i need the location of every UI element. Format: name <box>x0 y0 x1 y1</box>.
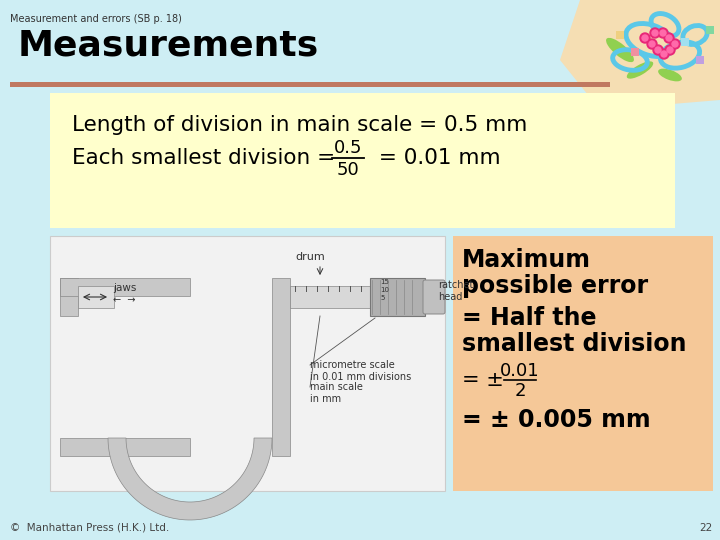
Text: 0.5: 0.5 <box>334 139 362 157</box>
Circle shape <box>661 51 667 57</box>
Circle shape <box>655 47 661 53</box>
FancyBboxPatch shape <box>50 236 445 491</box>
Circle shape <box>647 39 657 49</box>
Circle shape <box>650 28 660 38</box>
FancyBboxPatch shape <box>453 236 713 491</box>
FancyBboxPatch shape <box>631 48 639 56</box>
FancyBboxPatch shape <box>696 56 704 64</box>
Circle shape <box>640 33 650 43</box>
Text: micrometre scale
in 0.01 mm divisions: micrometre scale in 0.01 mm divisions <box>310 360 411 382</box>
Polygon shape <box>560 0 720 110</box>
Circle shape <box>670 39 680 49</box>
FancyBboxPatch shape <box>10 82 610 87</box>
Text: = Half the: = Half the <box>462 306 596 330</box>
Circle shape <box>664 33 674 43</box>
Text: = ±: = ± <box>462 370 504 390</box>
Text: 50: 50 <box>337 161 359 179</box>
Circle shape <box>665 45 675 55</box>
Text: Length of division in main scale = 0.5 mm: Length of division in main scale = 0.5 m… <box>72 115 527 135</box>
Text: ←  →: ← → <box>113 295 135 305</box>
Text: Measurements: Measurements <box>18 28 319 62</box>
Text: 2: 2 <box>514 382 526 400</box>
Ellipse shape <box>627 62 653 79</box>
Text: Maximum: Maximum <box>462 248 591 272</box>
Text: 5: 5 <box>380 295 384 301</box>
Text: Measurement and errors (SB p. 18): Measurement and errors (SB p. 18) <box>10 14 182 24</box>
Ellipse shape <box>658 69 682 82</box>
Text: Each smallest division =: Each smallest division = <box>72 148 342 168</box>
Circle shape <box>667 47 673 53</box>
FancyBboxPatch shape <box>60 438 190 456</box>
Circle shape <box>649 41 655 47</box>
Ellipse shape <box>606 38 634 62</box>
Circle shape <box>652 30 658 36</box>
FancyBboxPatch shape <box>60 278 190 296</box>
FancyBboxPatch shape <box>78 286 114 308</box>
FancyBboxPatch shape <box>50 93 675 228</box>
Text: drum: drum <box>295 252 325 262</box>
Text: 0.01: 0.01 <box>500 362 540 380</box>
FancyBboxPatch shape <box>681 38 689 46</box>
Circle shape <box>653 45 663 55</box>
Text: smallest division: smallest division <box>462 332 686 356</box>
Polygon shape <box>108 438 272 520</box>
Text: jaws: jaws <box>113 283 136 293</box>
FancyBboxPatch shape <box>290 286 390 308</box>
Circle shape <box>660 30 666 36</box>
Text: = ± 0.005 mm: = ± 0.005 mm <box>462 408 651 432</box>
Text: 10: 10 <box>380 287 389 293</box>
FancyBboxPatch shape <box>423 280 445 314</box>
FancyBboxPatch shape <box>60 278 78 316</box>
Circle shape <box>642 35 648 41</box>
FancyBboxPatch shape <box>616 31 624 39</box>
Circle shape <box>672 41 678 47</box>
Circle shape <box>659 49 669 59</box>
Text: possible error: possible error <box>462 274 648 298</box>
Text: 22: 22 <box>698 523 712 533</box>
Text: = 0.01 mm: = 0.01 mm <box>372 148 500 168</box>
Text: ratchet
head: ratchet head <box>438 280 473 302</box>
Circle shape <box>666 35 672 41</box>
Circle shape <box>658 28 668 38</box>
FancyBboxPatch shape <box>272 278 290 456</box>
Text: main scale
in mm: main scale in mm <box>310 382 363 403</box>
FancyBboxPatch shape <box>706 26 714 34</box>
Text: ©  Manhattan Press (H.K.) Ltd.: © Manhattan Press (H.K.) Ltd. <box>10 523 169 533</box>
Text: 15: 15 <box>380 279 389 285</box>
FancyBboxPatch shape <box>370 278 425 316</box>
